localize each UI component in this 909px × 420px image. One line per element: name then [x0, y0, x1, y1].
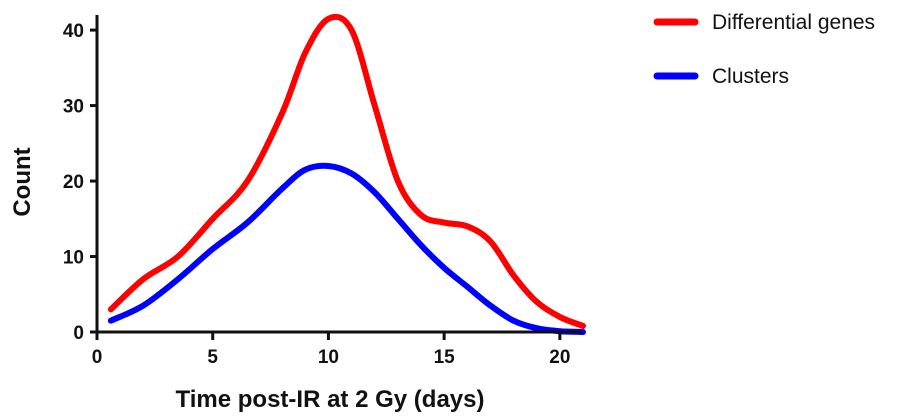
x-axis-title: Time post-IR at 2 Gy (days): [176, 386, 485, 413]
y-tick-label: 20: [63, 172, 84, 193]
legend: Differential genes Clusters: [653, 11, 875, 88]
x-tick-label: 5: [207, 347, 218, 368]
x-tick-label: 0: [92, 347, 103, 368]
y-ticks: 0 10 20 30 40: [63, 21, 97, 344]
legend-label-differential-genes: Differential genes: [712, 11, 875, 34]
legend-label-clusters: Clusters: [712, 65, 789, 88]
series-line-clusters: [107, 162, 586, 335]
x-tick-label: 20: [549, 347, 570, 368]
y-tick-label: 0: [73, 323, 84, 344]
x-ticks: 0 5 10 15 20: [92, 332, 570, 368]
series-line-differential-genes: [107, 13, 586, 329]
y-tick-label: 10: [63, 248, 84, 269]
series-layer: [107, 13, 586, 335]
x-tick-label: 15: [434, 347, 456, 368]
y-tick-label: 40: [63, 21, 84, 42]
x-tick-label: 10: [318, 347, 339, 368]
y-axis-title: Count: [9, 147, 36, 216]
plot-area: 0 10 20 30 40 0 5 10 15 20: [63, 13, 586, 368]
y-tick-label: 30: [63, 97, 84, 118]
